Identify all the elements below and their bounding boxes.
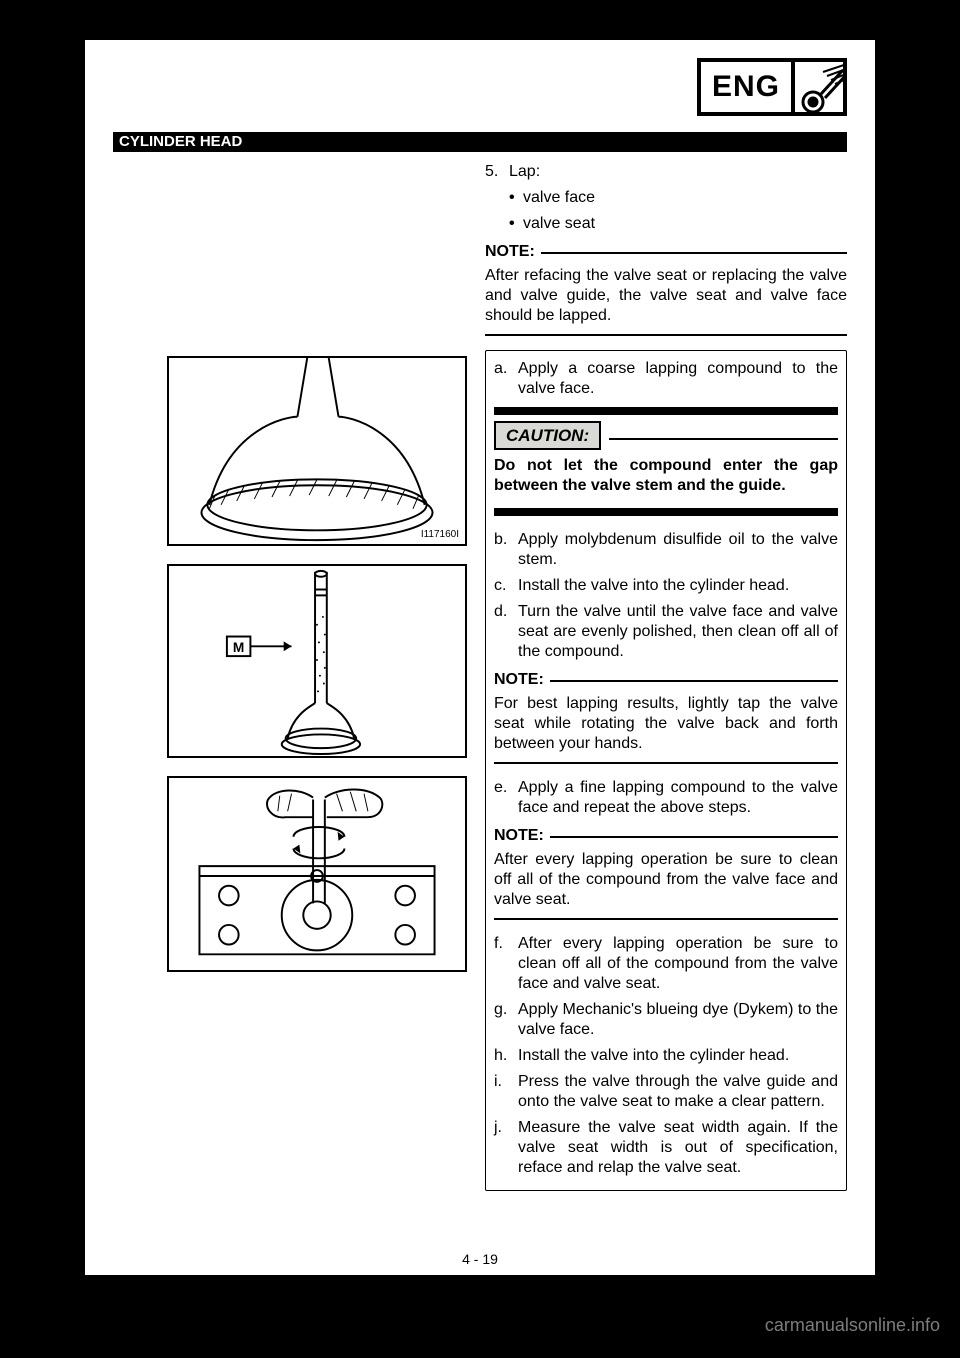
substep-text: Apply Mechanic's blueing dye (Dykem) to … xyxy=(518,1000,838,1040)
substep-text: After every lapping operation be sure to… xyxy=(518,934,838,994)
page-number: 4 - 19 xyxy=(85,1251,875,1267)
rule-line xyxy=(609,438,838,440)
bullet-text: valve seat xyxy=(523,214,847,234)
substep: j. Measure the valve seat width again. I… xyxy=(494,1118,838,1178)
bullet-item: • valve seat xyxy=(509,214,847,234)
substep: g. Apply Mechanic's blueing dye (Dykem) … xyxy=(494,1000,838,1040)
eng-badge: ENG xyxy=(697,58,847,116)
bullet-dot: • xyxy=(509,188,523,208)
section-header: CYLINDER HEAD xyxy=(113,132,847,152)
rule-line xyxy=(494,918,838,920)
substep-num: g. xyxy=(494,1000,518,1040)
procedure-box: a. Apply a coarse lapping compound to th… xyxy=(485,350,847,1191)
caution-text: Do not let the compound enter the gap be… xyxy=(494,456,838,496)
substep: d. Turn the valve until the valve face a… xyxy=(494,602,838,662)
substep: b. Apply molybdenum disulfide oil to the… xyxy=(494,530,838,570)
substep-text: Apply a fine lapping compound to the val… xyxy=(518,778,838,818)
rule-line xyxy=(550,680,838,682)
substep-num: c. xyxy=(494,576,518,596)
note-text: After every lapping operation be sure to… xyxy=(494,850,838,910)
substep-text: Press the valve through the valve guide … xyxy=(518,1072,838,1112)
bullet-text: valve face xyxy=(523,188,847,208)
substep-text: Turn the valve until the valve face and … xyxy=(518,602,838,662)
step-number: 5. xyxy=(485,162,509,182)
substep-num: a. xyxy=(494,359,518,399)
substep-num: j. xyxy=(494,1118,518,1178)
eng-label: ENG xyxy=(701,62,791,112)
substep-text: Install the valve into the cylinder head… xyxy=(518,1046,838,1066)
figure-code: I117160I xyxy=(421,529,459,540)
bullet-item: • valve face xyxy=(509,188,847,208)
substep-text: Install the valve into the cylinder head… xyxy=(518,576,838,596)
step-5: 5. Lap: xyxy=(485,162,847,182)
note-text: After refacing the valve seat or replaci… xyxy=(485,266,847,326)
note-text: For best lapping results, lightly tap th… xyxy=(494,694,838,754)
watermark: carmanualsonline.info xyxy=(765,1315,940,1336)
figure-valve-face: I117160I xyxy=(167,356,467,546)
caution-block: CAUTION: Do not let the compound enter t… xyxy=(494,407,838,516)
rule-line xyxy=(485,334,847,336)
substep-num: h. xyxy=(494,1046,518,1066)
substep-num: f. xyxy=(494,934,518,994)
figure-valve-stem-oil: M xyxy=(167,564,467,758)
substep: c. Install the valve into the cylinder h… xyxy=(494,576,838,596)
rule-line xyxy=(541,252,847,254)
note-block: NOTE: After refacing the valve seat or r… xyxy=(485,242,847,336)
note-label: NOTE: xyxy=(494,670,544,690)
substep-num: d. xyxy=(494,602,518,662)
note-block: NOTE: After every lapping operation be s… xyxy=(494,826,838,920)
substep-num: e. xyxy=(494,778,518,818)
caution-label: CAUTION: xyxy=(494,421,601,450)
substep: i. Press the valve through the valve gui… xyxy=(494,1072,838,1112)
substep-num: i. xyxy=(494,1072,518,1112)
substep-text: Measure the valve seat width again. If t… xyxy=(518,1118,838,1178)
figure-lapping xyxy=(167,776,467,972)
rule-line xyxy=(550,836,838,838)
rule-line xyxy=(494,762,838,764)
substep: e. Apply a fine lapping compound to the … xyxy=(494,778,838,818)
step-label: Lap: xyxy=(509,163,540,180)
m-marker: M xyxy=(233,640,244,655)
note-block: NOTE: For best lapping results, lightly … xyxy=(494,670,838,764)
note-label: NOTE: xyxy=(494,826,544,846)
substep: f. After every lapping operation be sure… xyxy=(494,934,838,994)
substep: h. Install the valve into the cylinder h… xyxy=(494,1046,838,1066)
substep-num: b. xyxy=(494,530,518,570)
manual-page: ENG CYLINDER HEAD xyxy=(85,40,875,1275)
content-right-column: 5. Lap: • valve face • valve seat NOTE: … xyxy=(485,162,847,1191)
substep: a. Apply a coarse lapping compound to th… xyxy=(494,359,838,399)
bullet-dot: • xyxy=(509,214,523,234)
engine-icon xyxy=(791,62,843,112)
substep-text: Apply molybdenum disulfide oil to the va… xyxy=(518,530,838,570)
substep-text: Apply a coarse lapping compound to the v… xyxy=(518,359,838,399)
note-label: NOTE: xyxy=(485,242,535,262)
